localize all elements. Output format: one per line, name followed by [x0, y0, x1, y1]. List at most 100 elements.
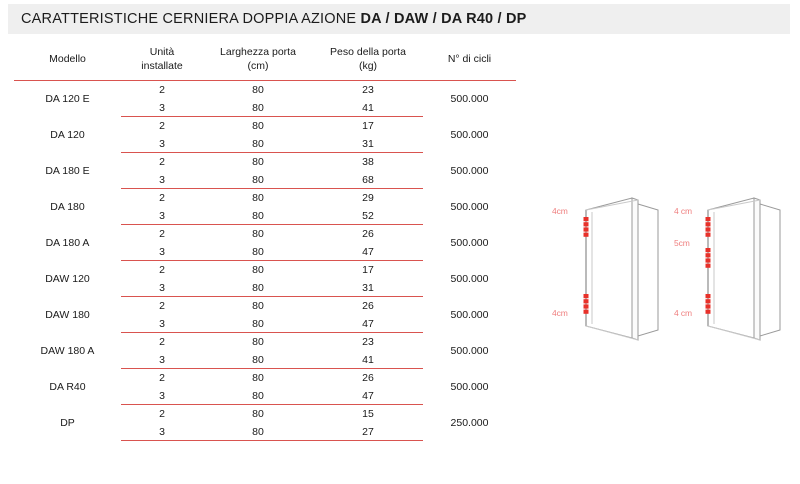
cell-units: 2: [159, 228, 165, 241]
cell-units: 3: [121, 134, 203, 154]
cell-weight: 47: [313, 314, 423, 334]
door-leaf-edge: [631, 197, 639, 341]
dimension-label-top: 4 cm: [674, 206, 693, 216]
cell-cycles: 500.000: [450, 344, 489, 357]
cell-units: 3: [121, 98, 203, 118]
table-row: 3 80 52: [14, 206, 516, 226]
cell-cycles: 500.000: [450, 236, 489, 249]
door-leaf: [707, 197, 755, 339]
cell-weight: 41: [313, 98, 423, 118]
page-title-prefix: CARATTERISTICHE CERNIERA DOPPIA AZIONE: [21, 11, 361, 27]
cell-units: 3: [121, 242, 203, 262]
column-header-units: Unità installate: [141, 46, 183, 73]
table-row: 3 80 27: [14, 422, 516, 442]
hinge-upper: [583, 217, 589, 237]
cell-weight: 47: [313, 242, 423, 262]
cell-model: DAW 180: [45, 308, 90, 321]
cell-units: 2: [159, 408, 165, 421]
table-row: 3 80 31: [14, 278, 516, 298]
table-header-row: Modello Unità installate Larghezza porta…: [14, 40, 516, 81]
cell-units: 2: [159, 120, 165, 133]
cell-cycles: 250.000: [450, 416, 489, 429]
cell-units: 2: [159, 156, 165, 169]
table-row: 3 80 47: [14, 314, 516, 334]
cell-model: DA 180: [50, 200, 85, 213]
frame-top-edge: [707, 199, 761, 211]
cell-weight: 52: [313, 206, 423, 226]
cell-width: 80: [203, 314, 313, 334]
cell-units: 3: [121, 422, 203, 442]
hinge-middle: [705, 248, 711, 268]
column-header-model: Modello: [49, 53, 86, 66]
cell-width: 80: [203, 170, 313, 190]
cell-units: 2: [159, 264, 165, 277]
cell-units: 3: [121, 206, 203, 226]
table-row: 3 80 41: [14, 350, 516, 370]
table-row: DA 120 2 80 17 500.000: [14, 117, 516, 141]
cell-width: 80: [252, 228, 264, 241]
door-diagram-three-units: 4 cm 5cm 4 cm: [674, 186, 796, 346]
cell-weight: 23: [362, 336, 374, 349]
cell-weight: 31: [313, 278, 423, 298]
cell-cycles: 500.000: [450, 164, 489, 177]
cell-model: DA 180 A: [45, 236, 90, 249]
cell-weight: 15: [362, 408, 374, 421]
cell-units: 2: [159, 336, 165, 349]
dimension-label-middle: 5cm: [674, 238, 690, 248]
table-row: 3 80 47: [14, 242, 516, 262]
frame-top-edge: [585, 199, 639, 211]
column-header-weight: Peso della porta (kg): [330, 46, 406, 73]
cell-weight: 47: [313, 386, 423, 406]
cell-width: 80: [203, 278, 313, 298]
cell-units: 2: [159, 192, 165, 205]
cell-units: 3: [121, 170, 203, 190]
cell-weight: 26: [362, 372, 374, 385]
cell-width: 80: [252, 264, 264, 277]
dimension-label-bottom: 4 cm: [674, 308, 693, 318]
cell-cycles: 500.000: [450, 308, 489, 321]
cell-units: 2: [159, 300, 165, 313]
cell-width: 80: [203, 98, 313, 118]
cell-width: 80: [252, 336, 264, 349]
table-row: DA R40 2 80 26 500.000: [14, 369, 516, 393]
cell-model: DP: [60, 416, 75, 429]
cell-width: 80: [203, 350, 313, 370]
door-frame-panel: [759, 203, 781, 337]
cell-cycles: 500.000: [450, 380, 489, 393]
table-row: DA 180 A 2 80 26 500.000: [14, 225, 516, 249]
cell-width: 80: [203, 134, 313, 154]
cell-weight: 17: [362, 120, 374, 133]
cell-model: DA R40: [49, 380, 86, 393]
cell-weight: 41: [313, 350, 423, 370]
table-row: DAW 120 2 80 17 500.000: [14, 261, 516, 285]
cell-width: 80: [252, 156, 264, 169]
page-title-models: DA / DAW / DA R40 / DP: [360, 11, 527, 27]
cell-units: 3: [121, 314, 203, 334]
cell-model: DAW 120: [45, 272, 90, 285]
table-row: 3 80 41: [14, 98, 516, 118]
cell-width: 80: [203, 206, 313, 226]
table-row: DA 120 E 2 80 23 500.000: [14, 81, 516, 105]
cell-width: 80: [252, 372, 264, 385]
cell-units: 2: [159, 84, 165, 97]
table-row: DAW 180 2 80 26 500.000: [14, 297, 516, 321]
cell-width: 80: [252, 300, 264, 313]
cell-width: 80: [252, 120, 264, 133]
frame-bottom-edge: [707, 325, 761, 341]
cell-units: 3: [121, 350, 203, 370]
cell-model: DAW 180 A: [40, 344, 95, 357]
cell-model: DA 120: [50, 128, 85, 141]
table-row: 3 80 68: [14, 170, 516, 190]
table-row: 3 80 47: [14, 386, 516, 406]
door-leaf-edge: [753, 197, 761, 341]
document-title-bar: CARATTERISTICHE CERNIERA DOPPIA AZIONE D…: [8, 4, 790, 34]
door-illustration-two-units: [583, 197, 659, 341]
cell-cycles: 500.000: [450, 93, 489, 106]
cell-weight: 31: [313, 134, 423, 154]
hinge-lower: [583, 294, 589, 314]
cell-units: 3: [121, 278, 203, 298]
table-body: DA 120 E 2 80 23 500.000 3 80 41 DA 120 2 80 17 500.…: [14, 81, 516, 442]
cell-weight: 27: [313, 422, 423, 442]
cell-width: 80: [252, 408, 264, 421]
cell-weight: 38: [362, 156, 374, 169]
